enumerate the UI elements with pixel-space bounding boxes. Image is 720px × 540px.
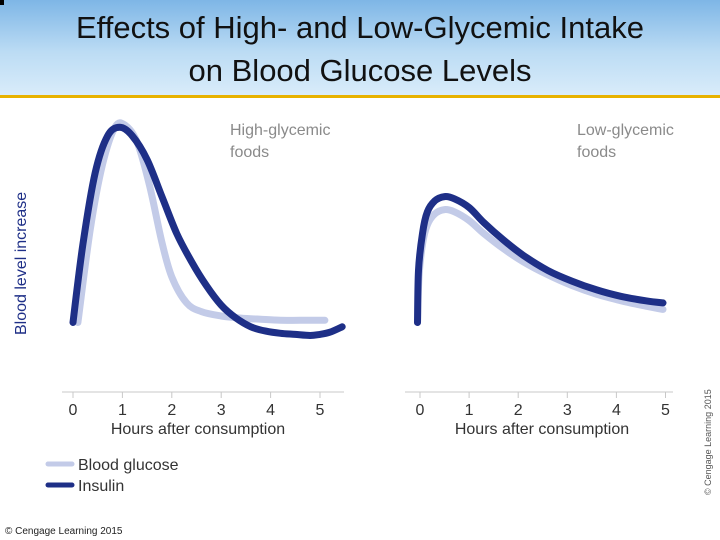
x-tick-label: 1 — [465, 402, 474, 419]
title-line-1: Effects of High- and Low-Glycemic Intake — [75, 10, 644, 45]
legend-glucose-label: Blood glucose — [78, 457, 179, 474]
x-tick-label: 0 — [416, 402, 425, 419]
x-tick-label: 0 — [69, 402, 78, 419]
corner-mark — [0, 0, 4, 5]
low-glycemic-panel: Low-glycemic foods Hours after consumpti… — [405, 122, 674, 438]
legend-insulin-label: Insulin — [78, 478, 124, 495]
x-tick-label: 1 — [118, 402, 127, 419]
side-credit: © Cengage Learning 2015 — [703, 389, 713, 495]
footer-credit: © Cengage Learning 2015 — [5, 526, 123, 537]
panel-title-line-1: Low-glycemic — [577, 122, 674, 139]
x-tick-label: 2 — [167, 402, 176, 419]
legend: Blood glucose Insulin — [45, 457, 179, 495]
insulin-line — [414, 193, 667, 326]
x-tick-label: 5 — [316, 402, 325, 419]
title-line-2: on Blood Glucose Levels — [188, 53, 532, 88]
x-axis-label: Hours after consumption — [455, 421, 629, 438]
high-glycemic-panel: High-glycemic foods Blood level increase… — [13, 119, 346, 438]
x-tick-label: 3 — [563, 402, 572, 419]
y-axis-label: Blood level increase — [13, 192, 30, 335]
page-title: Effects of High- and Low-Glycemic Intake… — [0, 6, 720, 92]
x-tick-label: 4 — [612, 402, 621, 419]
panel-title-line-1: High-glycemic — [230, 122, 330, 139]
title-banner — [0, 0, 720, 95]
panel-title-line-2: foods — [577, 144, 616, 161]
x-tick-label: 2 — [514, 402, 523, 419]
insulin-line — [69, 123, 346, 339]
x-tick-label: 3 — [217, 402, 226, 419]
blood-glucose-line — [74, 119, 329, 326]
panel-title-line-2: foods — [230, 144, 269, 161]
x-tick-label: 4 — [266, 402, 275, 419]
banner-accent-bar — [0, 95, 720, 98]
x-axis-label: Hours after consumption — [111, 421, 285, 438]
x-tick-label: 5 — [661, 402, 670, 419]
